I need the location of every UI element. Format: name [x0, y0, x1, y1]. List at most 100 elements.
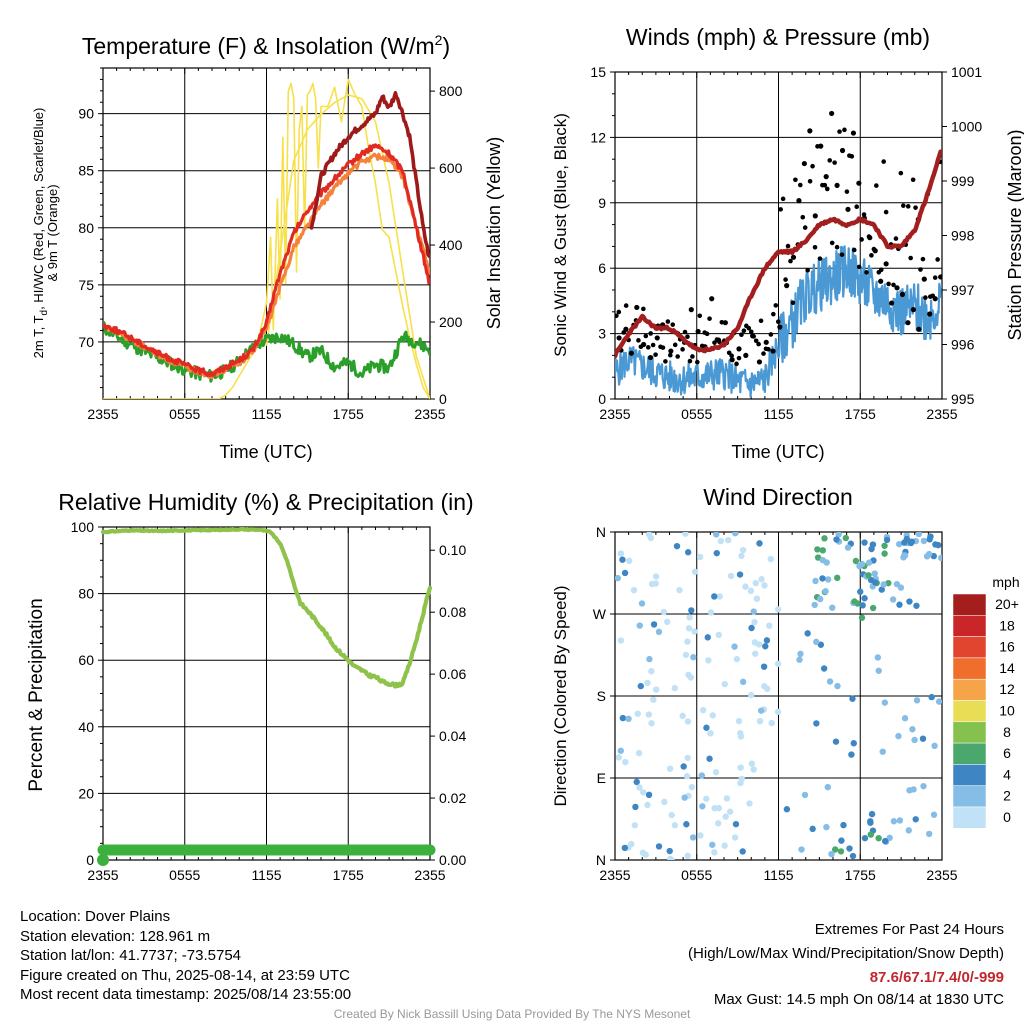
- direction-point: [859, 602, 866, 609]
- scatter-group: [615, 532, 942, 860]
- direction-point: [735, 717, 743, 725]
- y2-tick-label: 1001: [951, 64, 982, 80]
- direction-point: [747, 691, 755, 699]
- station-latlon: Station lat/lon: 41.7737; -73.5754: [20, 947, 242, 964]
- direction-point: [671, 822, 679, 829]
- temperature-panel: 70 75 80 85 90 0 200 400 600 800 2355 0555 1155 1755 2…: [31, 32, 504, 462]
- direction-point: [813, 638, 820, 646]
- gust-point: [712, 340, 717, 345]
- gust-point: [938, 274, 942, 280]
- gust-point: [734, 361, 739, 367]
- gust-point: [763, 339, 769, 345]
- direction-point: [879, 748, 886, 755]
- winds-panel: 0 3 6 9 12 15 995 996 997 998 999 1000 1001 2355 0555 1…: [551, 24, 1024, 462]
- gust-point: [660, 345, 666, 350]
- direction-point: [617, 637, 625, 644]
- direction-point: [865, 559, 873, 566]
- direction-point: [926, 830, 933, 838]
- direction-point: [774, 606, 782, 613]
- direction-point: [646, 655, 653, 663]
- direction-point: [911, 736, 918, 744]
- direction-point: [666, 847, 673, 855]
- legend-label: 18: [999, 617, 1015, 633]
- gust-point: [910, 307, 916, 313]
- legend-swatch: [952, 785, 987, 808]
- gust-point: [670, 322, 676, 327]
- wind-direction-title: Wind Direction: [703, 484, 853, 510]
- direction-point: [764, 685, 771, 693]
- direction-point: [631, 822, 639, 829]
- gust-point: [778, 207, 783, 212]
- direction-point: [797, 650, 804, 658]
- gust-point: [815, 144, 820, 149]
- gust-point: [921, 276, 927, 282]
- direction-point: [683, 773, 691, 780]
- pressure-line: [615, 149, 942, 359]
- y2-tick-label: 0.06: [439, 666, 466, 682]
- gust-point: [729, 357, 735, 363]
- legend-swatch: [952, 678, 987, 701]
- direction-point: [912, 816, 919, 823]
- gust-point: [834, 182, 840, 188]
- winds-title: Winds (mph) & Pressure (mb): [626, 24, 930, 50]
- x-tick-label: 2355: [926, 867, 957, 883]
- direction-point: [852, 557, 860, 565]
- direction-point: [637, 682, 644, 690]
- direction-point: [767, 555, 774, 563]
- gust-point: [883, 209, 889, 215]
- x-tick-label: 1755: [333, 867, 364, 883]
- direction-point: [645, 791, 653, 799]
- direction-point: [684, 718, 692, 725]
- direction-point: [938, 554, 942, 562]
- direction-point: [901, 715, 909, 722]
- direction-point: [732, 532, 739, 537]
- gust-point: [634, 304, 640, 311]
- direction-point: [709, 841, 716, 848]
- gust-point: [910, 177, 916, 183]
- gust-point: [665, 319, 671, 324]
- direction-point: [707, 730, 714, 737]
- direction-point: [721, 842, 728, 849]
- y-tick-label: S: [597, 688, 606, 704]
- legend-label: 2: [1003, 788, 1011, 804]
- y2-tick-label: 0.08: [439, 604, 466, 620]
- direction-point: [619, 714, 627, 722]
- direction-point: [666, 765, 674, 772]
- direction-point: [849, 852, 857, 860]
- gust-point: [866, 234, 872, 239]
- gust-point: [871, 246, 877, 252]
- x-tick-label: 0555: [169, 406, 200, 422]
- direction-point: [689, 834, 697, 841]
- gust-point: [685, 334, 690, 339]
- direction-point: [869, 604, 877, 612]
- direction-point: [722, 813, 729, 820]
- x-tick-label: 1755: [845, 406, 876, 422]
- gust-point: [856, 180, 862, 186]
- direction-point: [823, 823, 830, 831]
- gust-point: [680, 347, 685, 352]
- y-tick-label: W: [593, 606, 607, 622]
- y-axis-label-line2: & 9m T (Orange): [45, 184, 60, 281]
- direction-point: [648, 668, 655, 675]
- y2-tick-label: 1000: [951, 119, 982, 135]
- direction-point: [798, 846, 805, 853]
- direction-point: [900, 552, 908, 559]
- title-main: Temperature (F) & Insolation (W/m: [82, 33, 435, 59]
- y-tick-label: 0: [86, 852, 94, 868]
- direction-point: [896, 601, 903, 608]
- direction-point: [703, 724, 710, 731]
- station-elevation: Station elevation: 128.961 m: [20, 927, 211, 945]
- x-tick-label: 1155: [763, 406, 793, 422]
- direction-point: [804, 630, 811, 637]
- direction-point: [731, 643, 738, 650]
- sonic-wind-line: [615, 245, 942, 398]
- gust-point: [839, 147, 846, 154]
- direction-point: [683, 821, 690, 828]
- gust-point: [842, 127, 847, 133]
- direction-point: [814, 554, 822, 561]
- gust-point: [780, 196, 786, 202]
- gust-point: [810, 163, 815, 169]
- gust-point: [894, 285, 900, 291]
- gust-point: [746, 325, 752, 331]
